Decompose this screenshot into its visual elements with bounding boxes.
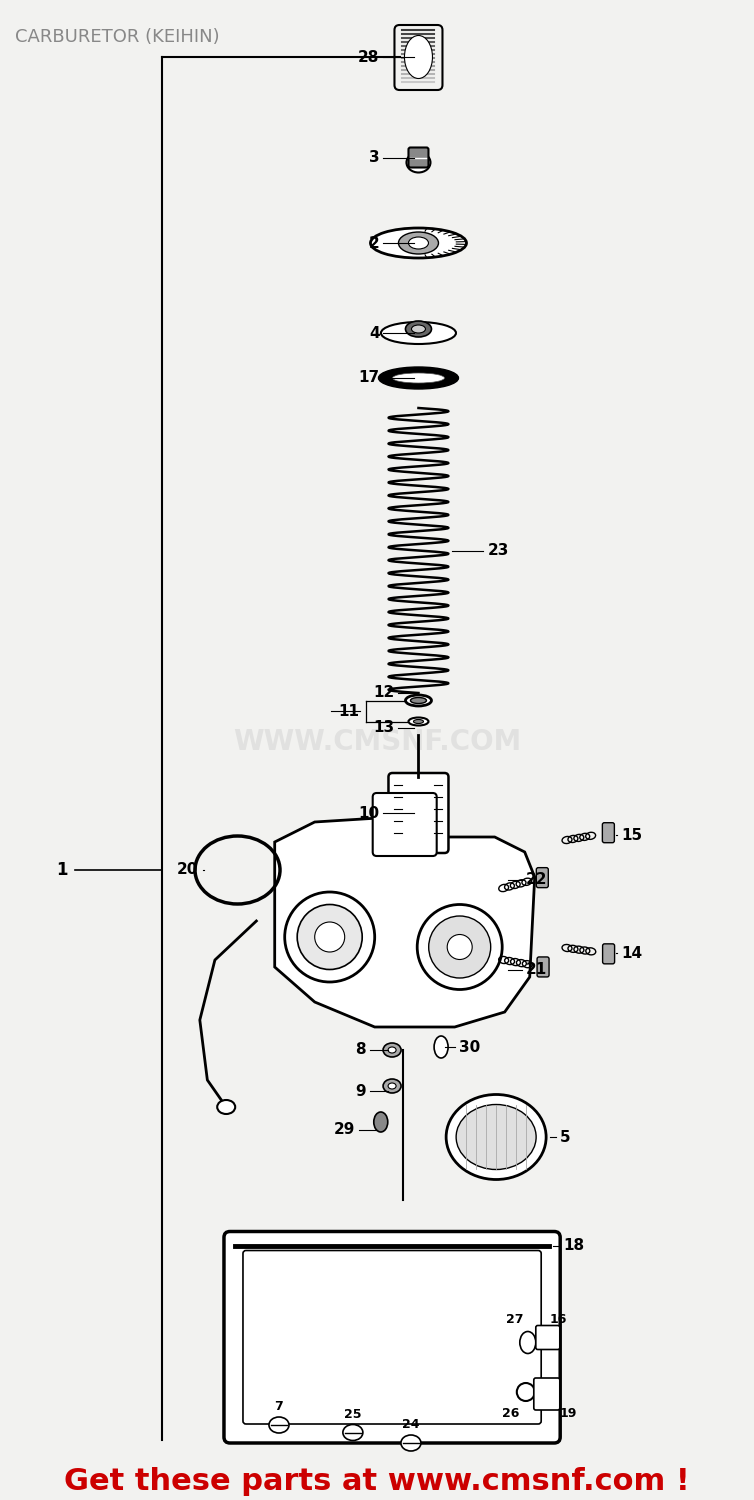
FancyBboxPatch shape [536, 867, 548, 888]
Text: 7: 7 [274, 1400, 284, 1413]
Text: Get these parts at www.cmsnf.com !: Get these parts at www.cmsnf.com ! [64, 1467, 690, 1497]
Text: 18: 18 [563, 1238, 584, 1252]
Text: 5: 5 [560, 1130, 571, 1144]
Text: 30: 30 [459, 1040, 480, 1054]
Text: 26: 26 [502, 1407, 520, 1420]
Ellipse shape [388, 1083, 396, 1089]
Text: 4: 4 [369, 326, 379, 340]
FancyBboxPatch shape [536, 1326, 559, 1350]
Text: 25: 25 [344, 1407, 362, 1420]
FancyBboxPatch shape [409, 147, 428, 168]
Ellipse shape [446, 1095, 546, 1179]
Ellipse shape [434, 1036, 448, 1058]
Text: 14: 14 [621, 945, 642, 960]
Text: 9: 9 [355, 1083, 366, 1098]
Ellipse shape [409, 717, 428, 726]
Text: 10: 10 [358, 806, 379, 820]
FancyBboxPatch shape [602, 944, 615, 964]
Ellipse shape [379, 368, 458, 388]
Text: 29: 29 [333, 1122, 355, 1137]
Text: 2: 2 [369, 236, 379, 250]
FancyBboxPatch shape [224, 1232, 560, 1443]
Ellipse shape [456, 1104, 536, 1170]
Text: 28: 28 [358, 50, 379, 64]
Text: 16: 16 [550, 1312, 567, 1326]
Text: 1: 1 [57, 861, 68, 879]
Ellipse shape [370, 228, 467, 258]
Text: 23: 23 [488, 543, 509, 558]
Ellipse shape [409, 237, 428, 249]
Text: WWW.CMSNF.COM: WWW.CMSNF.COM [233, 729, 521, 756]
Ellipse shape [412, 326, 425, 333]
Text: 22: 22 [526, 873, 547, 888]
Ellipse shape [383, 1078, 401, 1094]
Text: 17: 17 [358, 370, 379, 386]
Ellipse shape [410, 698, 427, 703]
Text: CARBURETOR (KEIHIN): CARBURETOR (KEIHIN) [15, 28, 219, 46]
Text: 27: 27 [506, 1312, 524, 1326]
Text: 21: 21 [526, 963, 547, 978]
Ellipse shape [393, 374, 444, 382]
FancyBboxPatch shape [534, 1378, 559, 1410]
Polygon shape [274, 818, 535, 1028]
Ellipse shape [520, 1332, 536, 1353]
Text: 20: 20 [177, 862, 198, 877]
FancyBboxPatch shape [388, 772, 449, 853]
Ellipse shape [343, 1425, 363, 1440]
FancyBboxPatch shape [537, 957, 549, 976]
Text: 11: 11 [339, 704, 360, 718]
Ellipse shape [417, 904, 502, 990]
Ellipse shape [269, 1418, 289, 1432]
Text: 15: 15 [621, 828, 642, 843]
Ellipse shape [406, 321, 431, 338]
Ellipse shape [374, 1112, 388, 1132]
Ellipse shape [398, 232, 439, 254]
Ellipse shape [285, 892, 375, 983]
Text: 12: 12 [373, 686, 394, 700]
Ellipse shape [413, 720, 424, 723]
Ellipse shape [383, 1042, 401, 1058]
Ellipse shape [429, 916, 491, 978]
Ellipse shape [314, 922, 345, 952]
Text: 8: 8 [355, 1042, 366, 1058]
Ellipse shape [388, 1047, 396, 1053]
Ellipse shape [406, 153, 431, 173]
Text: 24: 24 [402, 1418, 420, 1431]
Text: 3: 3 [369, 150, 379, 165]
FancyBboxPatch shape [602, 822, 615, 843]
Ellipse shape [406, 694, 431, 706]
Ellipse shape [381, 322, 456, 344]
Text: 19: 19 [559, 1407, 577, 1420]
Ellipse shape [401, 1436, 421, 1450]
FancyBboxPatch shape [372, 794, 437, 856]
Ellipse shape [404, 36, 433, 78]
Ellipse shape [447, 934, 472, 960]
Text: 13: 13 [373, 720, 394, 735]
Ellipse shape [297, 904, 362, 969]
Ellipse shape [217, 1100, 235, 1114]
